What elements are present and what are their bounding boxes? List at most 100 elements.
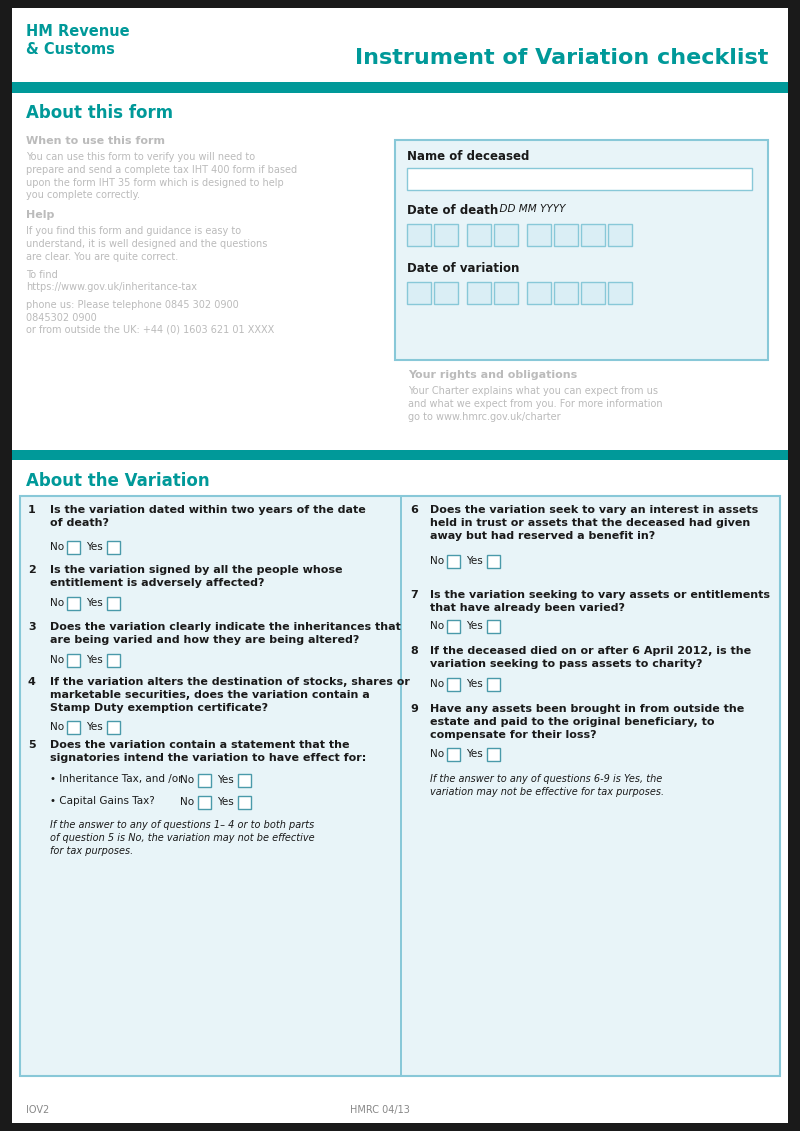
Text: Does the variation seek to vary an interest in assets
held in trust or assets th: Does the variation seek to vary an inter… (430, 506, 758, 542)
Bar (487, 620, 500, 633)
Text: 6: 6 (410, 506, 418, 515)
Bar (12, 450, 788, 460)
Bar (20, 497, 780, 1076)
Text: Is the variation signed by all the people whose
entitlement is adversely affecte: Is the variation signed by all the peopl… (50, 566, 342, 588)
Bar (494, 224, 518, 247)
Text: Name of deceased: Name of deceased (407, 150, 530, 163)
Bar (67, 654, 80, 667)
Bar (608, 282, 632, 304)
Text: Date of death: Date of death (407, 204, 498, 217)
Text: Yes: Yes (217, 797, 234, 808)
Text: HM Revenue
& Customs: HM Revenue & Customs (26, 24, 130, 57)
Text: No: No (430, 556, 444, 566)
Text: You can use this form to verify you will need to
prepare and send a complete tax: You can use this form to verify you will… (26, 152, 297, 200)
Text: No: No (50, 542, 64, 552)
Bar (554, 282, 578, 304)
Text: No: No (430, 679, 444, 689)
Text: If the deceased died on or after 6 April 2012, is the
variation seeking to pass : If the deceased died on or after 6 April… (430, 646, 751, 670)
Text: Does the variation contain a statement that the
signatories intend the variation: Does the variation contain a statement t… (50, 740, 366, 763)
Bar (12, 83, 788, 93)
Bar (447, 620, 460, 633)
Text: Yes: Yes (217, 775, 234, 785)
Text: Have any assets been brought in from outside the
estate and paid to the original: Have any assets been brought in from out… (430, 703, 744, 741)
Bar (198, 796, 211, 809)
Text: 7: 7 (410, 590, 418, 601)
Text: 2: 2 (28, 566, 36, 575)
Text: 1: 1 (28, 506, 36, 515)
Bar (527, 282, 551, 304)
Text: Your rights and obligations: Your rights and obligations (408, 370, 578, 380)
Text: Does the variation clearly indicate the inheritances that
are being varied and h: Does the variation clearly indicate the … (50, 622, 401, 645)
Text: If the variation alters the destination of stocks, shares or
marketable securiti: If the variation alters the destination … (50, 677, 410, 714)
Text: Yes: Yes (466, 621, 482, 631)
Bar (107, 720, 120, 734)
Bar (107, 541, 120, 554)
Bar (487, 748, 500, 761)
Text: Yes: Yes (466, 679, 482, 689)
Bar (238, 774, 251, 787)
Bar (608, 224, 632, 247)
Text: No: No (180, 797, 194, 808)
Text: DD MM YYYY: DD MM YYYY (493, 204, 566, 214)
Bar (447, 748, 460, 761)
Bar (434, 282, 458, 304)
Bar (407, 282, 431, 304)
Text: When to use this form: When to use this form (26, 136, 165, 146)
Text: Yes: Yes (86, 655, 102, 665)
Bar (67, 541, 80, 554)
Text: Your Charter explains what you can expect from us
and what we expect from you. F: Your Charter explains what you can expec… (408, 386, 662, 422)
Text: Yes: Yes (466, 556, 482, 566)
Text: If the answer to any of questions 6-9 is Yes, the
variation may not be effective: If the answer to any of questions 6-9 is… (430, 774, 664, 797)
Bar (238, 796, 251, 809)
Text: 3: 3 (28, 622, 36, 632)
Text: Yes: Yes (86, 722, 102, 732)
Bar (198, 774, 211, 787)
Bar (434, 224, 458, 247)
Text: If you find this form and guidance is easy to
understand, it is well designed an: If you find this form and guidance is ea… (26, 226, 267, 261)
Text: Instrument of Variation checklist: Instrument of Variation checklist (354, 48, 768, 68)
Bar (554, 224, 578, 247)
Text: Is the variation seeking to vary assets or entitlements
that have already been v: Is the variation seeking to vary assets … (430, 590, 770, 613)
Bar (581, 224, 605, 247)
Text: No: No (430, 749, 444, 759)
Text: 4: 4 (28, 677, 36, 687)
Text: 8: 8 (410, 646, 418, 656)
Text: Date of variation: Date of variation (407, 262, 519, 275)
Text: No: No (50, 598, 64, 608)
Bar (400, 497, 402, 1076)
Text: Yes: Yes (86, 598, 102, 608)
Text: No: No (50, 655, 64, 665)
Text: No: No (180, 775, 194, 785)
Text: HMRC 04/13: HMRC 04/13 (350, 1105, 410, 1115)
Bar (67, 720, 80, 734)
Bar (67, 597, 80, 610)
Text: Is the variation dated within two years of the date
of death?: Is the variation dated within two years … (50, 506, 366, 528)
Bar (487, 677, 500, 691)
Bar (467, 224, 491, 247)
Bar (407, 224, 431, 247)
Bar (494, 282, 518, 304)
Bar (395, 140, 768, 360)
Text: • Inheritance Tax, and /or: • Inheritance Tax, and /or (50, 774, 182, 784)
Text: No: No (50, 722, 64, 732)
Text: phone us: Please telephone 0845 302 0900
0845302 0900: phone us: Please telephone 0845 302 0900… (26, 300, 238, 322)
Bar (581, 282, 605, 304)
Text: IOV2: IOV2 (26, 1105, 50, 1115)
Text: If the answer to any of questions 1– 4 or to both parts
of question 5 is No, the: If the answer to any of questions 1– 4 o… (50, 820, 314, 855)
Text: or from outside the UK: +44 (0) 1603 621 01 XXXX: or from outside the UK: +44 (0) 1603 621… (26, 325, 274, 335)
Text: Help: Help (26, 210, 54, 221)
Bar (107, 597, 120, 610)
Text: 9: 9 (410, 703, 418, 714)
Bar (487, 555, 500, 568)
Text: https://www.gov.uk/inheritance-tax: https://www.gov.uk/inheritance-tax (26, 282, 197, 292)
Bar (467, 282, 491, 304)
Bar (447, 555, 460, 568)
Text: 5: 5 (28, 740, 36, 750)
Text: Yes: Yes (466, 749, 482, 759)
Bar (107, 654, 120, 667)
Text: About this form: About this form (26, 104, 173, 122)
Text: About the Variation: About the Variation (26, 472, 210, 490)
Text: No: No (430, 621, 444, 631)
Text: Yes: Yes (86, 542, 102, 552)
Bar (407, 169, 752, 190)
